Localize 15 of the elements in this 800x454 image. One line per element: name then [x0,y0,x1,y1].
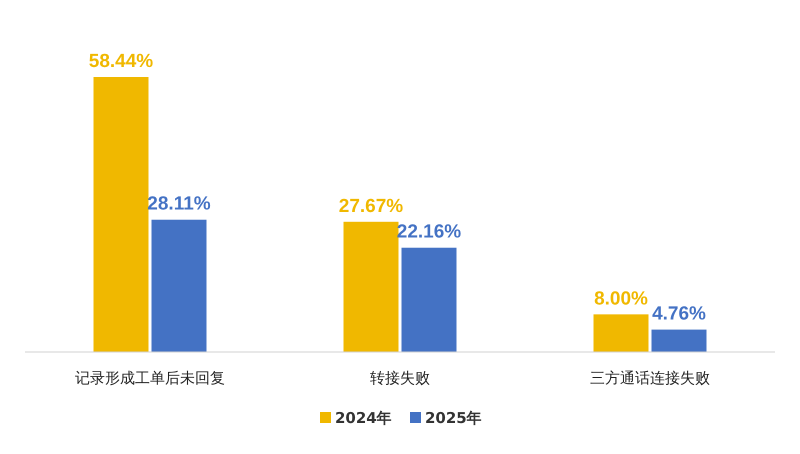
bar [594,314,648,352]
bar [652,330,706,352]
data-label: 58.44% [88,51,154,72]
legend-label: 2024年 [335,409,392,427]
bar [152,220,206,352]
x-tick-label: 记录形成工单后未回复 [75,369,225,387]
bar [94,77,148,352]
data-label: 4.76% [652,304,706,325]
bar [402,248,456,352]
legend-label: 2025年 [425,409,482,427]
data-label: 8.00% [594,288,648,310]
bar [344,222,398,352]
x-tick-label: 三方通话连接失败 [590,369,710,387]
data-label: 27.67% [338,196,404,217]
x-tick-label: 转接失败 [370,369,430,387]
